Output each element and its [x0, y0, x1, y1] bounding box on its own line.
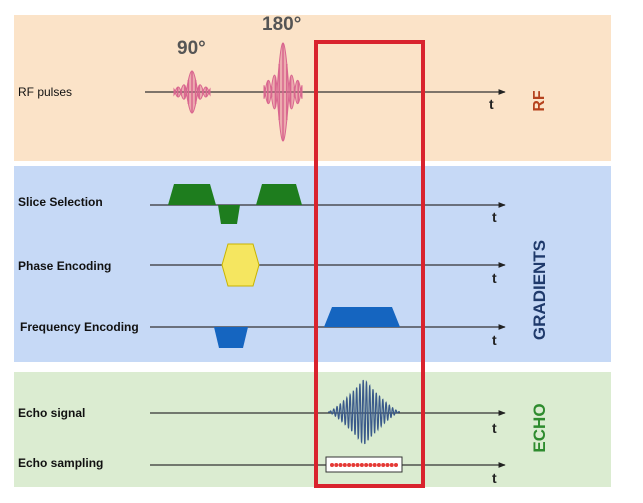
- rf-panel: [14, 15, 611, 161]
- echo-sampling-points: [330, 463, 398, 467]
- slice-gradient-lobe-1: [168, 184, 216, 205]
- rf-section-label: RF: [531, 90, 548, 112]
- sample-point: [334, 463, 339, 467]
- echo-section-label: ECHO: [530, 403, 549, 453]
- sample-point: [385, 463, 390, 467]
- gradients-section-label: GRADIENTS: [530, 239, 549, 341]
- sample-point: [330, 463, 334, 467]
- readout-highlight-box: [314, 40, 425, 488]
- sample-point: [359, 463, 364, 467]
- sample-point: [381, 463, 386, 467]
- echo-sampling-t-label: t: [492, 470, 497, 486]
- slice-selection-label: Slice Selection: [18, 195, 103, 209]
- sample-point: [389, 463, 394, 467]
- frequency-encoding-label: Frequency Encoding: [20, 320, 139, 334]
- phase-encoding-gradient: [221, 243, 260, 287]
- sample-point: [355, 463, 360, 467]
- echo-sampling-label: Echo sampling: [18, 456, 104, 470]
- sample-point: [364, 463, 369, 467]
- phase-encoding-label: Phase Encoding: [18, 259, 112, 273]
- freq-prephase-lobe: [214, 327, 248, 348]
- rf-pulse-90: [173, 70, 211, 114]
- sample-point: [368, 463, 373, 467]
- sample-point: [351, 463, 356, 467]
- rf-pulse-180: [263, 42, 303, 142]
- gradients-panel: [14, 166, 611, 362]
- slice-t-label: t: [492, 209, 497, 225]
- sample-point: [338, 463, 343, 467]
- echo-panel: [14, 372, 611, 487]
- sample-point: [372, 463, 377, 467]
- sample-point: [394, 463, 398, 467]
- echo-signal-label: Echo signal: [18, 406, 86, 420]
- slice-gradient-lobe-2: [256, 184, 302, 205]
- echo-signal-t-label: t: [492, 420, 497, 436]
- pulse-90-label: 90°: [177, 38, 206, 59]
- pulse-180-label: 180°: [262, 14, 302, 35]
- rf-t-label: t: [489, 96, 494, 112]
- sample-point: [347, 463, 352, 467]
- rf-pulses-label: RF pulses: [18, 85, 73, 99]
- echo-signal-wave: [328, 379, 400, 445]
- phase-t-label: t: [492, 270, 497, 286]
- sample-point: [376, 463, 381, 467]
- slice-rephase-lobe: [218, 205, 240, 224]
- freq-t-label: t: [492, 332, 497, 348]
- sample-point: [342, 463, 347, 467]
- echo-sampling-window: [325, 456, 403, 473]
- freq-readout-gradient: [324, 307, 400, 327]
